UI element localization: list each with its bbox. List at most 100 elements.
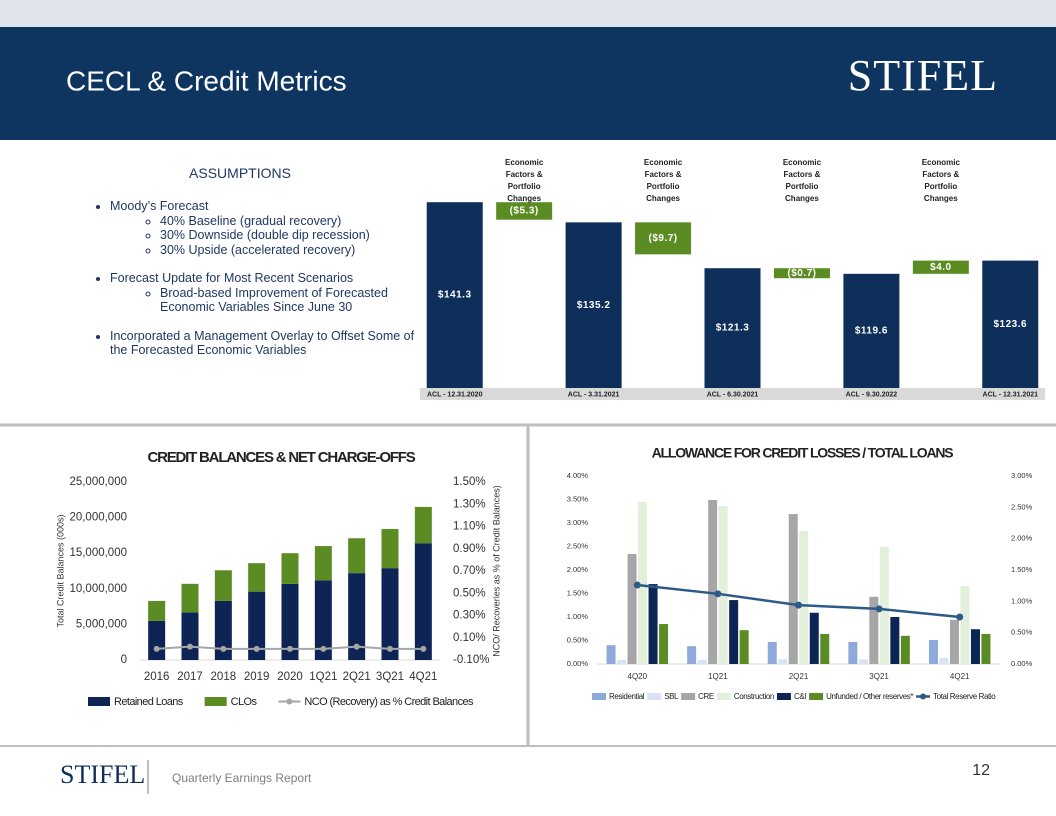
legend-swatch bbox=[809, 693, 824, 700]
chart-title: CREDIT BALANCES & NET CHARGE-OFFS bbox=[147, 449, 415, 466]
y-tick-label: 0.50% bbox=[567, 635, 589, 644]
bar bbox=[912, 260, 969, 274]
legend-swatch bbox=[647, 693, 662, 700]
line-marker bbox=[956, 613, 964, 621]
line-marker bbox=[253, 645, 260, 652]
bar bbox=[820, 633, 830, 664]
y-tick-label: 1.50% bbox=[567, 588, 589, 597]
data-label: ($9.7) bbox=[648, 233, 677, 244]
bar bbox=[635, 222, 692, 255]
y2-tick-label: 2.00% bbox=[1011, 534, 1033, 543]
line-marker bbox=[153, 645, 160, 652]
line-marker bbox=[420, 645, 427, 652]
y2-tick-label: 1.50% bbox=[1011, 565, 1033, 574]
y2-tick-label: 0.50% bbox=[453, 587, 486, 599]
bar bbox=[606, 645, 616, 664]
bullet: Forecast Update for Most Recent Scenario… bbox=[110, 271, 418, 315]
y-tick-label: 20,000,000 bbox=[69, 512, 127, 524]
data-label: $121.3 bbox=[716, 323, 750, 334]
bar bbox=[181, 612, 199, 660]
category-label: Economic Factors & Portfolio Changes bbox=[921, 158, 960, 203]
bullet-text: Forecast Update for Most Recent Scenario… bbox=[110, 271, 354, 285]
bar bbox=[788, 514, 798, 664]
y-tick-label: 3.00% bbox=[567, 518, 589, 527]
legend-label: Residential bbox=[609, 692, 645, 701]
y2-tick-label: 0.00% bbox=[1011, 659, 1033, 668]
bar bbox=[890, 617, 900, 664]
line-marker bbox=[875, 605, 883, 613]
bar bbox=[348, 573, 366, 660]
y2-tick-label: 0.50% bbox=[1011, 628, 1033, 637]
assumptions-heading: ASSUMPTIONS bbox=[189, 165, 291, 181]
bullet: Moody’s Forecast40% Baseline (gradual re… bbox=[110, 199, 418, 257]
x-tick-label: 4Q21 bbox=[950, 672, 970, 681]
assumptions-list: Moody’s Forecast40% Baseline (gradual re… bbox=[88, 199, 418, 358]
bar bbox=[248, 591, 266, 660]
bar bbox=[214, 570, 232, 601]
sub-bullet: Broad-based Improvement of Forecasted Ec… bbox=[160, 286, 418, 315]
y-tick-label: 1.00% bbox=[567, 612, 589, 621]
y-tick-label: 4.00% bbox=[567, 471, 589, 480]
data-label: $119.6 bbox=[855, 326, 888, 337]
bar bbox=[879, 546, 889, 664]
y2-tick-label: 2.50% bbox=[1011, 502, 1033, 511]
data-label: $135.2 bbox=[577, 300, 611, 311]
bar bbox=[718, 506, 728, 664]
x-tick-label: 1Q21 bbox=[708, 672, 728, 681]
bar bbox=[638, 501, 648, 664]
category-label: Economic Factors & Portfolio Changes bbox=[643, 158, 683, 203]
bar bbox=[773, 268, 830, 279]
y2-tick-label: 0.30% bbox=[453, 610, 486, 622]
bar bbox=[248, 563, 266, 592]
y-tick-label: 5,000,000 bbox=[76, 618, 127, 630]
y-tick-label: 10,000,000 bbox=[69, 583, 127, 595]
bullet: Incorporated a Management Overlay to Off… bbox=[110, 329, 418, 358]
slide-title: CECL & Credit Metrics bbox=[66, 65, 347, 96]
top-strip bbox=[0, 0, 1056, 27]
bar bbox=[381, 528, 399, 569]
bar bbox=[939, 657, 949, 664]
line-marker bbox=[633, 581, 641, 589]
x-tick-label: ACL - 3.31.2021 bbox=[568, 391, 620, 398]
line bbox=[637, 583, 960, 619]
bar bbox=[843, 273, 900, 388]
bar bbox=[799, 530, 809, 664]
legend-label: Construction bbox=[734, 692, 774, 701]
legend-label: Retained Loans bbox=[114, 696, 184, 708]
sub-list: Broad-based Improvement of Forecasted Ec… bbox=[110, 286, 418, 315]
bar bbox=[281, 553, 299, 584]
x-tick-label: 2Q21 bbox=[343, 671, 371, 683]
sub-list: 40% Baseline (gradual recovery)30% Downs… bbox=[110, 214, 418, 258]
bar bbox=[729, 600, 739, 664]
footer-logo: STIFEL bbox=[60, 760, 145, 789]
bar bbox=[900, 635, 910, 664]
logo: STIFEL bbox=[848, 51, 998, 100]
x-tick-label: 2017 bbox=[177, 671, 203, 683]
bar bbox=[704, 268, 761, 388]
bullet-list: Moody’s Forecast40% Baseline (gradual re… bbox=[88, 199, 418, 358]
data-label: $123.6 bbox=[993, 319, 1027, 330]
line-marker bbox=[387, 645, 393, 652]
bar bbox=[697, 659, 707, 664]
legend-swatch bbox=[88, 697, 110, 706]
chart-title: ALLOWANCE FOR CREDIT LOSSES / TOTAL LOAN… bbox=[652, 445, 954, 461]
bar bbox=[414, 543, 432, 660]
bar bbox=[687, 646, 697, 664]
bullet-text: Incorporated a Management Overlay to Off… bbox=[110, 328, 415, 358]
legend-label: C&I bbox=[794, 692, 806, 701]
data-label: ($5.3) bbox=[510, 206, 539, 217]
line-marker bbox=[287, 645, 293, 652]
y2-tick-label: 0.10% bbox=[453, 632, 486, 644]
bar bbox=[648, 584, 658, 664]
legend-label: Unfunded / Other reserves* bbox=[826, 692, 913, 701]
bar bbox=[414, 506, 432, 544]
x-tick-label: 2019 bbox=[244, 671, 270, 683]
bar bbox=[381, 568, 399, 660]
x-tick-label: ACL - 12.31.2020 bbox=[427, 391, 483, 398]
sub-bullet: 30% Upside (accelerated recovery) bbox=[160, 243, 418, 258]
bar bbox=[565, 222, 622, 388]
legend-label: CRE bbox=[698, 692, 714, 701]
bar bbox=[348, 538, 366, 574]
data-label: $4.0 bbox=[930, 262, 951, 273]
